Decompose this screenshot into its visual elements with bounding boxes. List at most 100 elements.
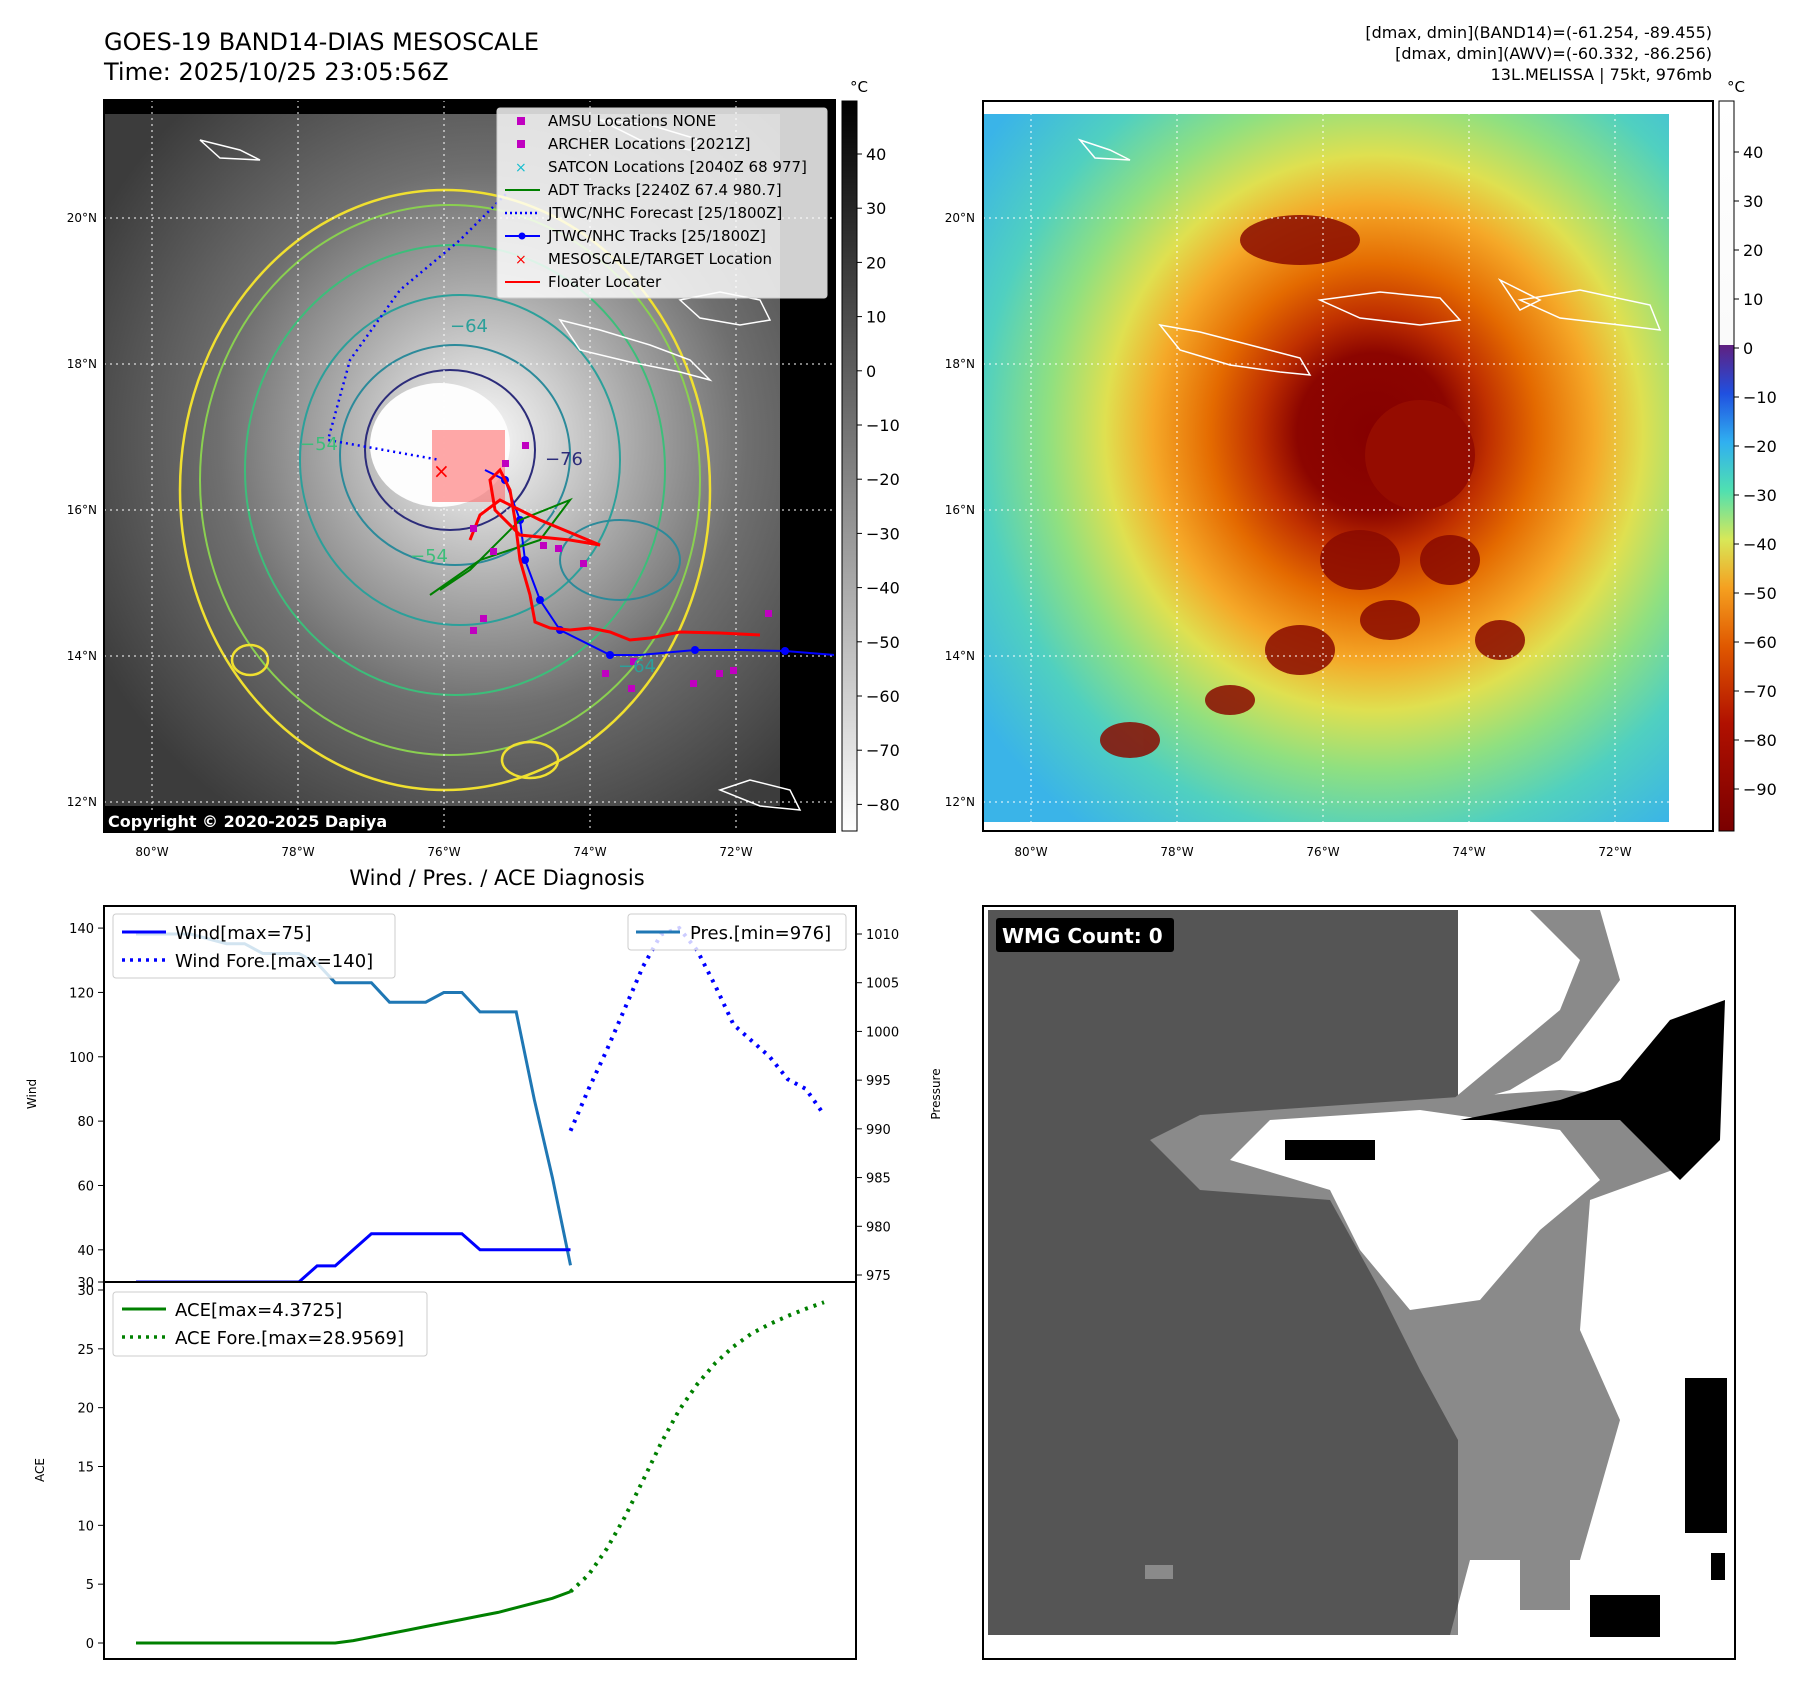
gridlines-right bbox=[983, 101, 1713, 831]
map-legend: AMSU Locations NONE ARCHER Locations [20… bbox=[496, 107, 828, 299]
pressure-tick-label: 980 bbox=[866, 1220, 891, 1235]
colorbar-color-tick-label: −50 bbox=[1743, 584, 1777, 603]
svg-text:72°W: 72°W bbox=[1598, 845, 1631, 859]
colorbar-color-tick-label: 10 bbox=[1743, 290, 1763, 309]
wind-tick-label: 40 bbox=[77, 1244, 94, 1259]
cold-cloud-cells bbox=[1100, 215, 1525, 758]
ace-tick-label: 5 bbox=[86, 1578, 94, 1593]
colorbar-gray-tick-label: −30 bbox=[866, 524, 900, 543]
legend-jtwc-tracks: JTWC/NHC Tracks [25/1800Z] bbox=[547, 227, 766, 245]
wind-tick-label: 60 bbox=[77, 1179, 94, 1194]
svg-text:−64: −64 bbox=[450, 316, 488, 337]
diagnosis-title: Wind / Pres. / ACE Diagnosis bbox=[349, 866, 644, 890]
stats-storm: 13L.MELISSA | 75kt, 976mb bbox=[1491, 65, 1712, 84]
svg-text:16°N: 16°N bbox=[945, 503, 975, 517]
svg-text:80°W: 80°W bbox=[135, 845, 168, 859]
colorbar-gray-tick-label: 10 bbox=[866, 308, 886, 327]
wind-tick-label: 80 bbox=[77, 1115, 94, 1130]
colorbar-color-tick-label: −20 bbox=[1743, 437, 1777, 456]
pressure-legend: Pres.[min=976] bbox=[627, 913, 847, 951]
floater-locater-track bbox=[468, 467, 761, 642]
colorbar-color-tick-label: −70 bbox=[1743, 682, 1777, 701]
svg-text:−54: −54 bbox=[410, 546, 448, 567]
legend-ace: ACE[max=4.3725] bbox=[175, 1300, 342, 1321]
svg-text:14°N: 14°N bbox=[945, 649, 975, 663]
wind-tick-label: 100 bbox=[69, 1051, 94, 1066]
wind-pressure-chart: 140 120 100 80 60 40 30 1010 1005 1000 995 990 985 9… bbox=[25, 905, 943, 1291]
colorbar-gray-tick-label: −20 bbox=[866, 470, 900, 489]
colorbar-gray-tick-label: −50 bbox=[866, 633, 900, 652]
colorbar-gray-tick-label: −70 bbox=[866, 741, 900, 760]
stats-band14: [dmax, dmin](BAND14)=(-61.254, -89.455) bbox=[1365, 23, 1712, 42]
svg-text:74°W: 74°W bbox=[1452, 845, 1485, 859]
legend-ace-forecast: ACE Fore.[max=28.9569] bbox=[175, 1328, 404, 1349]
legend-wind: Wind[max=75] bbox=[175, 923, 312, 944]
legend-jtwc-forecast: JTWC/NHC Forecast [25/1800Z] bbox=[547, 204, 782, 222]
figure-title: GOES-19 BAND14-DIAS MESOSCALE bbox=[104, 28, 539, 56]
colorbar-color-tick-label: −10 bbox=[1743, 388, 1777, 407]
colorbar-gray-tick-label: −10 bbox=[866, 416, 900, 435]
coastlines-right bbox=[1077, 138, 1662, 376]
ace-forecast-series-line bbox=[569, 1300, 825, 1594]
svg-text:×: × bbox=[515, 160, 527, 176]
svg-text:20°N: 20°N bbox=[945, 211, 975, 225]
svg-text:12°N: 12°N bbox=[945, 795, 975, 809]
target-location-marker: × bbox=[433, 459, 450, 483]
colorbar-gray-tick-label: 40 bbox=[866, 145, 886, 164]
colorbar-color-tick-label: −40 bbox=[1743, 535, 1777, 554]
svg-text:18°N: 18°N bbox=[67, 357, 97, 371]
colorbar-gray-tick-label: 30 bbox=[866, 199, 886, 218]
figure-time: Time: 2025/10/25 23:05:56Z bbox=[103, 58, 449, 86]
colorbar-gray-tick-label: −40 bbox=[866, 579, 900, 598]
svg-text:74°W: 74°W bbox=[573, 845, 606, 859]
svg-text:80°W: 80°W bbox=[1014, 845, 1047, 859]
legend-adt: ADT Tracks [2240Z 67.4 980.7] bbox=[548, 181, 782, 199]
legend-wind-forecast: Wind Fore.[max=140] bbox=[175, 951, 373, 972]
colorbar-gray-tick-label: 20 bbox=[866, 253, 886, 272]
legend-amsu: AMSU Locations NONE bbox=[548, 112, 716, 130]
colorbar-gray: °C 40 30 20 10 0 −10 −20 −30 −40 −50 −60 −70 −80 bbox=[841, 78, 900, 832]
wind-tick-label: 30 bbox=[77, 1276, 94, 1291]
svg-text:12°N: 12°N bbox=[67, 795, 97, 809]
jtwc-track bbox=[484, 469, 836, 656]
right-map-axes: 80°W 78°W 76°W 74°W 72°W 20°N 18°N 16°N … bbox=[945, 211, 1632, 859]
svg-text:−54: −54 bbox=[300, 434, 338, 455]
pressure-tick-label: 995 bbox=[866, 1074, 891, 1089]
svg-text:78°W: 78°W bbox=[281, 845, 314, 859]
ace-chart: 30 25 20 15 10 5 0 ACE ACE[max=4.3725] ACE For… bbox=[33, 1281, 857, 1660]
contour-labels: −64 −54 −76 −54 −64 bbox=[300, 316, 656, 677]
svg-text:76°W: 76°W bbox=[1306, 845, 1339, 859]
pressure-tick-label: 990 bbox=[866, 1123, 891, 1138]
colorbar-color-tick-label: 30 bbox=[1743, 192, 1763, 211]
svg-text:14°N: 14°N bbox=[67, 649, 97, 663]
wind-tick-label: 140 bbox=[69, 922, 94, 937]
colorbar-gray-tick-label: 0 bbox=[866, 362, 876, 381]
wind-axis-label: Wind bbox=[25, 1079, 39, 1109]
wind-forecast-series-line bbox=[568, 925, 826, 1132]
left-map-axes: 80°W 78°W 76°W 74°W 72°W 20°N 18°N 16°N … bbox=[67, 211, 753, 859]
ace-tick-label: 20 bbox=[77, 1402, 94, 1417]
ir-gray-map: × −64 −54 −76 −54 −64 AMSU Locations NON… bbox=[103, 99, 836, 833]
ace-series-line bbox=[136, 1590, 572, 1645]
colorbar-color-tick-label: −80 bbox=[1743, 731, 1777, 750]
pressure-tick-label: 1005 bbox=[866, 977, 899, 992]
archer-markers bbox=[470, 442, 772, 692]
svg-text:78°W: 78°W bbox=[1160, 845, 1193, 859]
ace-tick-label: 0 bbox=[86, 1637, 94, 1652]
svg-text:×: × bbox=[515, 252, 527, 268]
colorbar-color: °C 40 30 20 10 0 −10 −20 −30 −40 −50 −60 −70 −80 −90 bbox=[1718, 78, 1777, 832]
copyright-bg bbox=[104, 810, 416, 832]
svg-text:−76: −76 bbox=[545, 449, 583, 470]
svg-text:20°N: 20°N bbox=[67, 211, 97, 225]
colorbar-color-tick-label: 40 bbox=[1743, 143, 1763, 162]
colorbar-color-tick-label: 20 bbox=[1743, 241, 1763, 260]
pressure-axis-label: Pressure bbox=[929, 1068, 943, 1119]
svg-text:18°N: 18°N bbox=[945, 357, 975, 371]
pressure-tick-label: 1000 bbox=[866, 1025, 899, 1040]
svg-text:°C: °C bbox=[850, 78, 868, 96]
stats-awv: [dmax, dmin](AWV)=(-60.332, -86.256) bbox=[1395, 44, 1712, 63]
colorbar-color-tick-label: −30 bbox=[1743, 486, 1777, 505]
colorbar-gray-tick-label: −80 bbox=[866, 795, 900, 814]
ace-legend: ACE[max=4.3725] ACE Fore.[max=28.9569] bbox=[112, 1291, 428, 1357]
